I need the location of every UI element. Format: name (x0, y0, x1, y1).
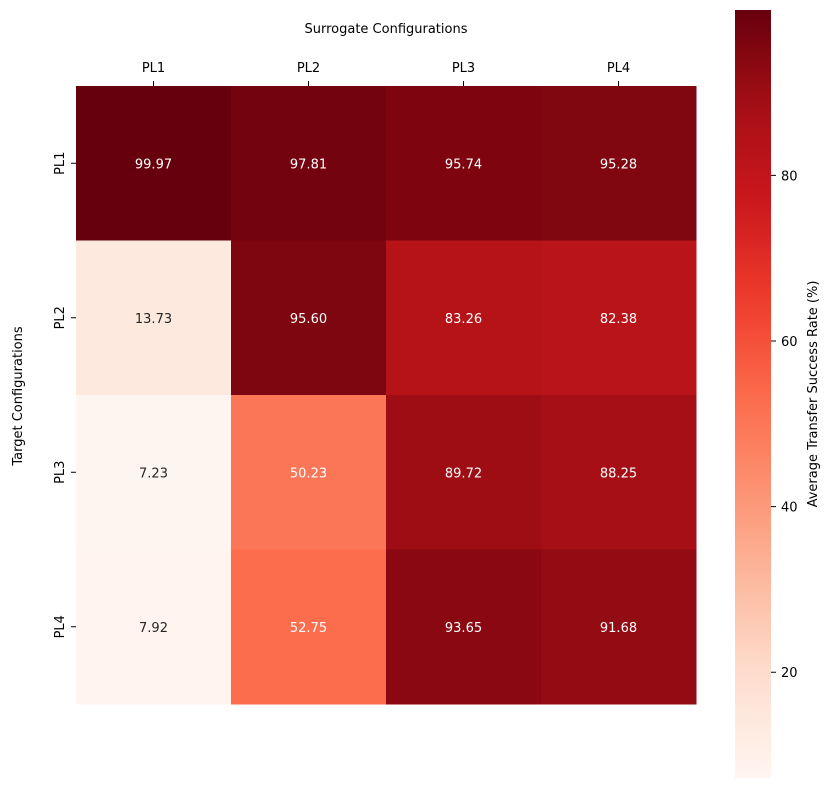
y-tick-label: PL2 (53, 306, 68, 329)
heatmap-cell (231, 86, 387, 241)
cell-value-label: 99.97 (135, 157, 172, 172)
y-tick-label: PL4 (53, 615, 68, 638)
x-tick-label: PL2 (297, 61, 320, 76)
heatmap-cell (231, 549, 387, 705)
cell-value-label: 91.68 (600, 621, 637, 636)
cell-value-label: 7.92 (139, 621, 168, 636)
colorbar-title: Average Transfer Success Rate (%) (806, 281, 821, 508)
heatmap-cell (76, 240, 232, 396)
y-tick-label: PL3 (53, 461, 68, 484)
heatmap-cell (541, 86, 697, 241)
x-axis-title: Surrogate Configurations (304, 22, 467, 37)
cell-value-label: 52.75 (290, 621, 327, 636)
y-tick-label: PL1 (53, 152, 68, 175)
x-axis: PL1 PL2 PL3 PL4 (142, 61, 630, 86)
cell-value-label: 95.28 (600, 157, 637, 172)
x-tick-label: PL3 (452, 61, 475, 76)
heatmap-cell (541, 549, 697, 705)
colorbar-tick-label: 80 (781, 169, 798, 184)
cell-value-label: 50.23 (290, 466, 327, 481)
colorbar (735, 10, 771, 778)
heatmap-cell (231, 240, 387, 396)
cell-value-label: 83.26 (445, 312, 482, 327)
heatmap-cell (386, 395, 542, 550)
x-tick-label: PL4 (607, 61, 630, 76)
heatmap-cell (76, 86, 232, 241)
heatmap-cells (76, 86, 697, 705)
cell-value-label: 95.60 (290, 312, 327, 327)
heatmap-cell (231, 395, 387, 550)
heatmap-cell (76, 395, 232, 550)
heatmap-cell (386, 240, 542, 396)
heatmap-cell (541, 395, 697, 550)
cell-value-label: 82.38 (600, 312, 637, 327)
colorbar-tick-label: 60 (781, 335, 798, 350)
y-axis: PL1 PL2 PL3 PL4 (53, 152, 76, 638)
colorbar-tick-label: 40 (781, 501, 798, 516)
heatmap-cell (386, 86, 542, 241)
cell-value-label: 93.65 (445, 621, 482, 636)
cell-value-label: 13.73 (135, 312, 172, 327)
heatmap-cell (386, 549, 542, 705)
colorbar-tick-label: 20 (781, 666, 798, 681)
heatmap-cell-labels: 99.97 97.81 95.74 95.28 13.73 95.60 83.26 82.38… (135, 157, 637, 636)
y-axis-title: Target Configurations (11, 326, 26, 467)
x-tick-label: PL1 (142, 61, 165, 76)
heatmap-cell (76, 549, 232, 705)
cell-value-label: 7.23 (139, 466, 168, 481)
heatmap-cell (541, 240, 697, 396)
colorbar-axis: 20 40 60 80 (771, 169, 798, 681)
cell-value-label: 89.72 (445, 466, 482, 481)
cell-value-label: 97.81 (290, 157, 327, 172)
cell-value-label: 88.25 (600, 466, 637, 481)
cell-value-label: 95.74 (445, 157, 482, 172)
